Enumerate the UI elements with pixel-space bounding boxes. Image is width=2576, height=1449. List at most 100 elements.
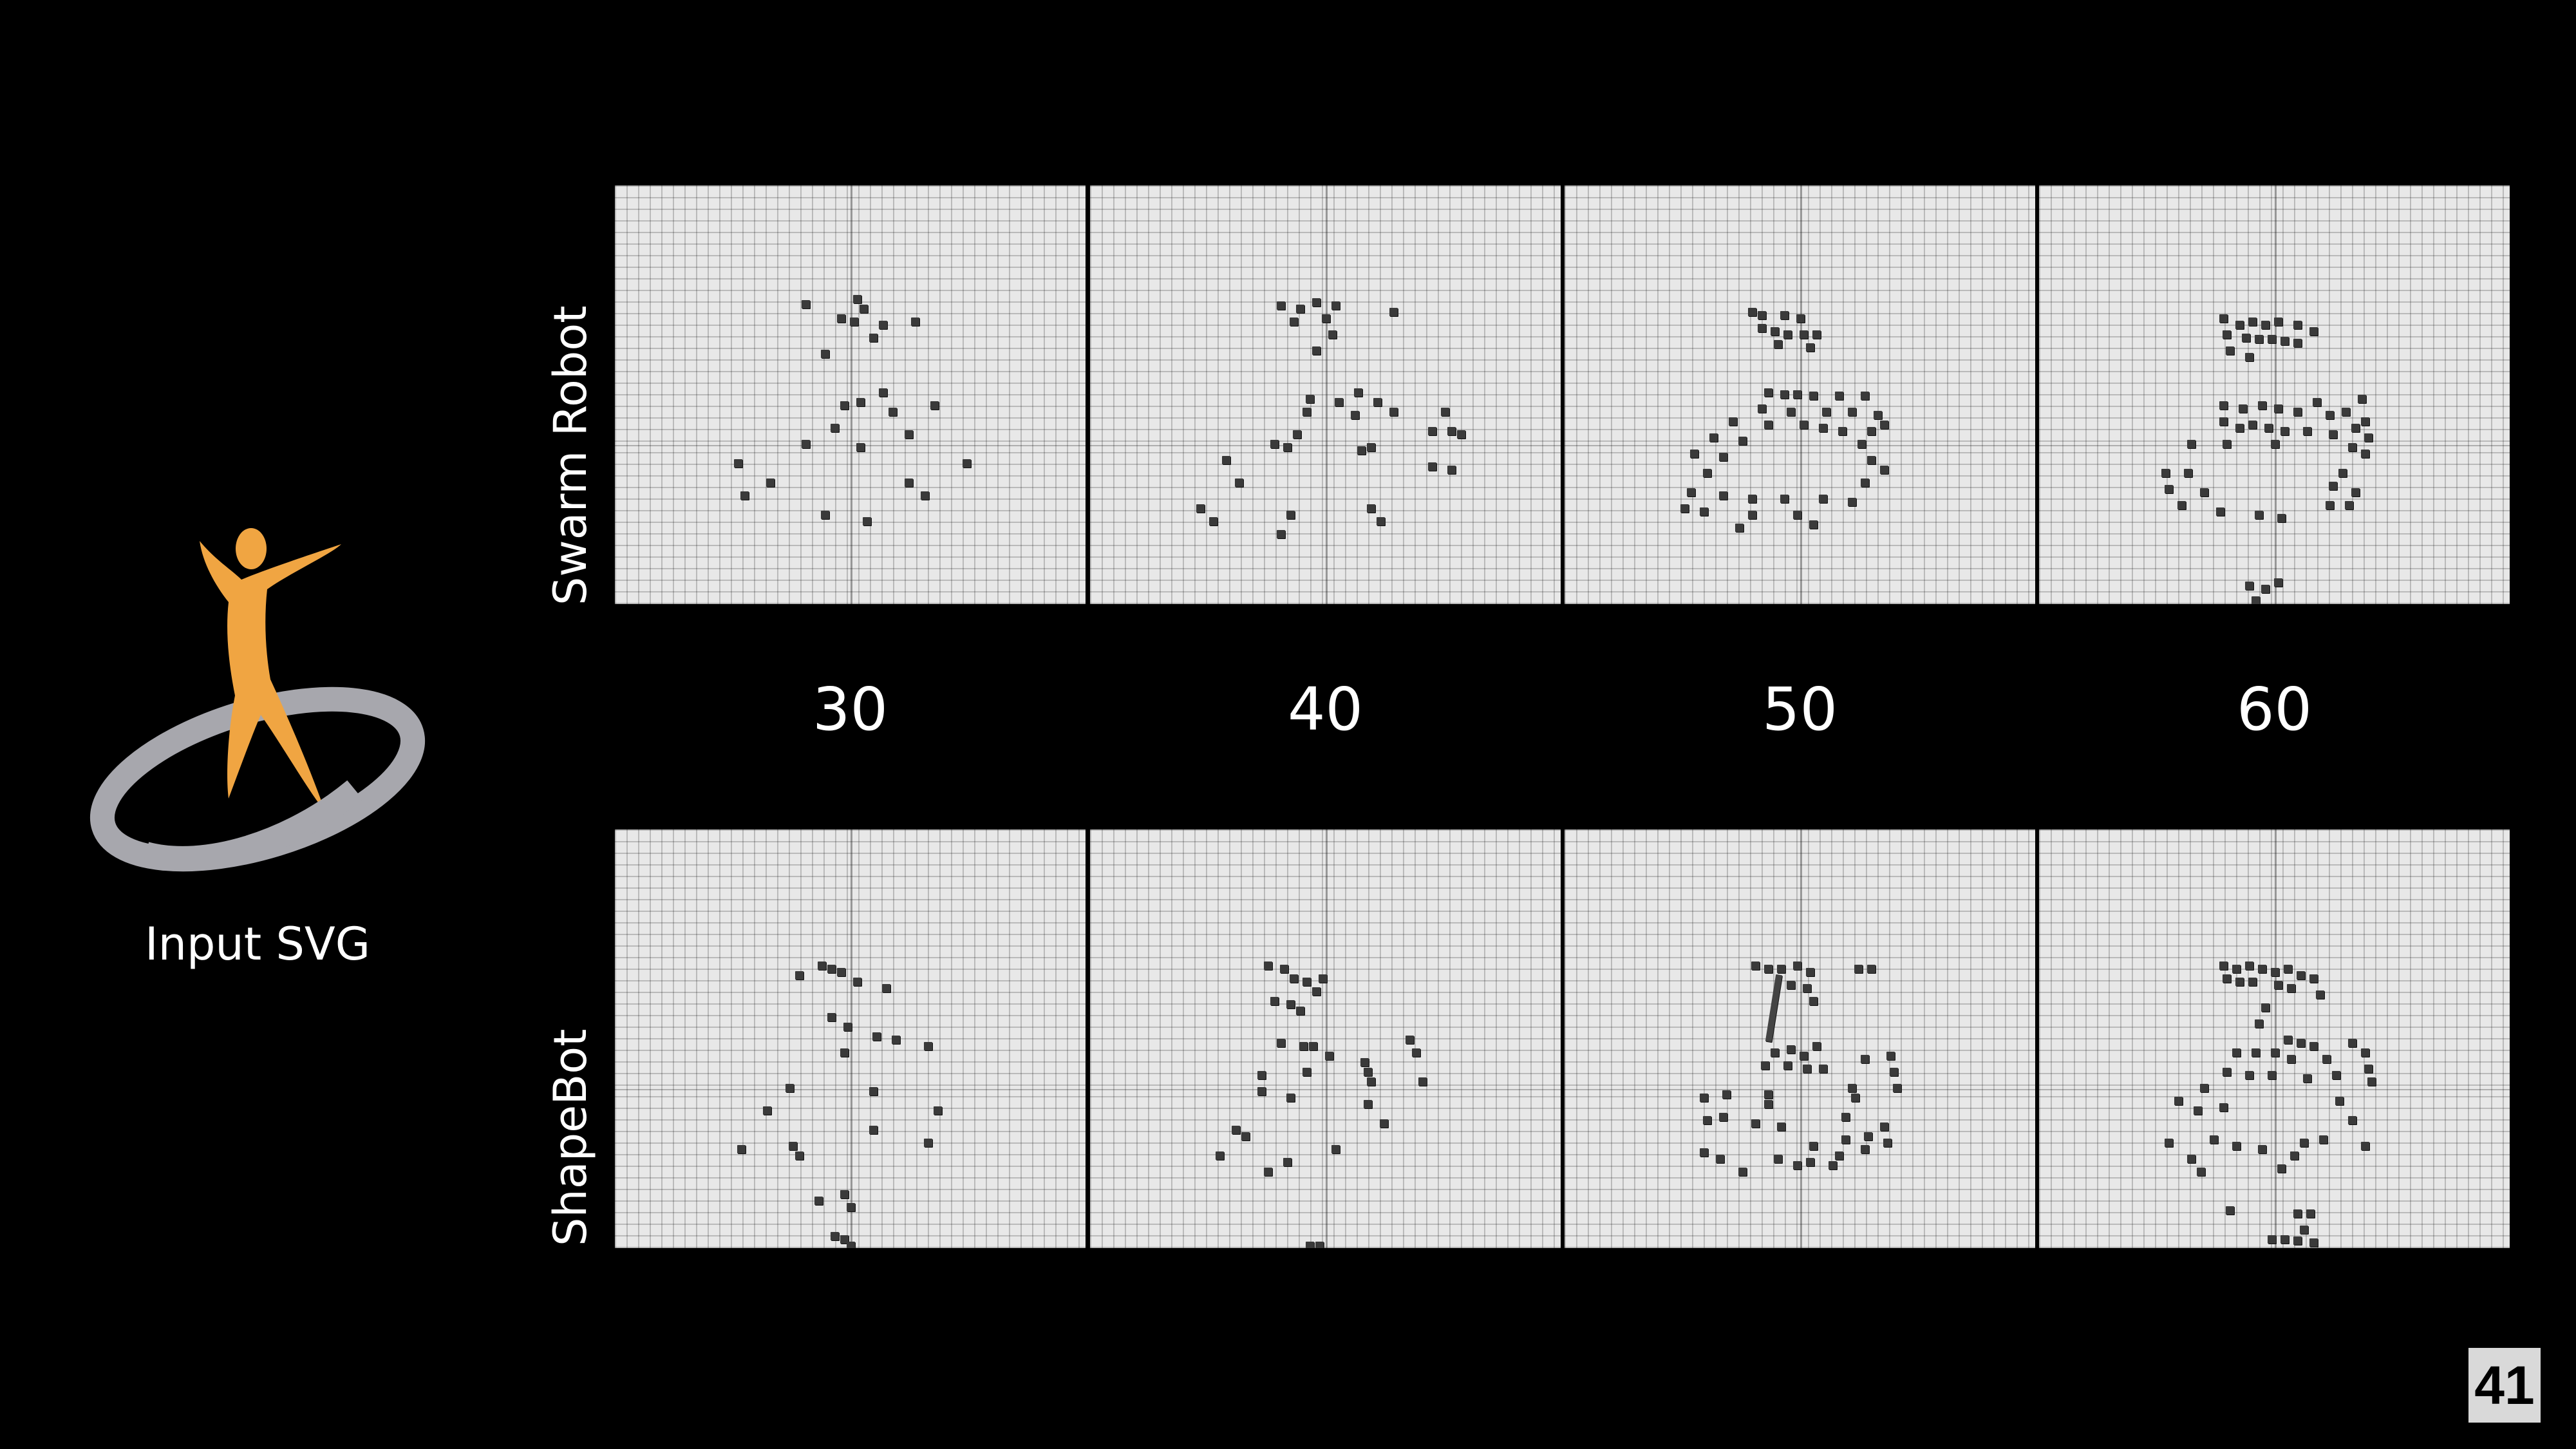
robot-marker [1328, 330, 1337, 339]
robot-marker [1235, 478, 1243, 487]
robot-marker [1848, 1084, 1856, 1092]
robot-marker [1729, 417, 1737, 426]
robot-marker [2367, 1077, 2376, 1086]
robot-marker [795, 1151, 804, 1160]
shapebot-panel-50 [1565, 829, 2035, 1248]
input-svg-figure [77, 515, 438, 902]
robot-marker [1867, 456, 1876, 464]
robot-marker [2223, 1068, 2231, 1076]
robot-marker [2235, 978, 2244, 986]
robot-marker [1373, 398, 1382, 406]
robot-marker [1764, 388, 1772, 397]
robot-marker [843, 1023, 852, 1031]
robot-marker [1280, 965, 1288, 973]
robot-marker [2313, 398, 2321, 406]
robot-marker [1835, 1151, 1843, 1160]
swarm-robot-panel-40 [1090, 185, 1561, 604]
robot-marker [1690, 450, 1698, 458]
robot-marker [863, 517, 871, 526]
robot-marker [1406, 1036, 1414, 1044]
robot-marker [1809, 1142, 1818, 1150]
robot-marker [1822, 408, 1830, 416]
robot-marker [1441, 408, 1449, 416]
robot-marker [1880, 421, 1888, 429]
robot-marker [2248, 421, 2257, 429]
robot-marker [1700, 1094, 1708, 1102]
robot-marker [2271, 968, 2279, 976]
robot-marker [2277, 514, 2286, 522]
robot-marker [2184, 469, 2192, 477]
robot-marker [1803, 1065, 1811, 1073]
row-label-shapebot: ShapeBot [544, 1028, 597, 1247]
grid-axis-line [1090, 1089, 1561, 1090]
robot-marker [1277, 1039, 1285, 1047]
robot-marker [2264, 424, 2273, 432]
robot-marker [2351, 424, 2360, 432]
robot-marker [2197, 1168, 2205, 1176]
robot-marker [1780, 390, 1789, 399]
robot-marker [1835, 392, 1843, 400]
robot-marker [1270, 440, 1279, 448]
robot-marker [1322, 314, 1330, 323]
robot-marker [888, 408, 897, 416]
robot-marker [2322, 1055, 2331, 1063]
robot-marker [1809, 520, 1818, 529]
robot-marker [1829, 1161, 1837, 1170]
robot-marker [837, 968, 845, 976]
robot-marker [1286, 1094, 1295, 1102]
robot-marker [2261, 585, 2270, 593]
robot-marker [856, 398, 865, 406]
robot-marker [1783, 330, 1792, 339]
robot-marker [924, 1139, 932, 1147]
robot-marker [821, 350, 829, 358]
robot-marker [1312, 987, 1321, 996]
robot-marker [1819, 495, 1827, 503]
robot-marker [2271, 1048, 2279, 1057]
robot-marker [1800, 330, 1808, 339]
robot-marker [1771, 327, 1779, 336]
robot-marker [2165, 1139, 2173, 1147]
grid-axis-line [1325, 185, 1328, 604]
robot-marker [1354, 388, 1362, 397]
swarm-robot-panel-50 [1565, 185, 2035, 604]
robot-marker [1748, 308, 1756, 316]
robot-marker [1283, 1158, 1292, 1166]
column-label-30: 30 [812, 675, 888, 744]
robot-marker [831, 424, 839, 432]
robot-marker [1457, 430, 1465, 439]
grid-axis-line [1565, 1089, 2035, 1090]
robot-marker [1412, 1048, 1420, 1057]
robot-marker [1793, 390, 1801, 399]
robot-marker [2239, 404, 2247, 413]
robot-marker [2287, 1055, 2295, 1063]
robot-marker [879, 321, 887, 329]
robot-marker [1874, 411, 1882, 419]
robot-marker [1812, 1042, 1821, 1050]
robot-marker [1861, 478, 1869, 487]
robot-marker [905, 430, 913, 439]
robot-marker [1857, 440, 1866, 448]
robot-marker [2309, 327, 2318, 336]
robot-marker [1771, 1048, 1779, 1057]
dancer-logo-icon [89, 528, 426, 872]
robot-marker [882, 984, 890, 992]
robot-marker [1306, 1242, 1314, 1248]
column-label-40: 40 [1287, 675, 1364, 744]
robot-marker [2338, 469, 2347, 477]
robot-marker [1389, 308, 1398, 316]
robot-marker [2329, 430, 2337, 439]
robot-marker [1209, 517, 1217, 526]
robot-marker [2326, 411, 2334, 419]
robot-marker [1716, 1155, 1724, 1163]
robot-marker [2280, 1235, 2289, 1244]
robot-marker [1748, 495, 1756, 503]
robot-marker [1302, 1068, 1311, 1076]
robot-marker [1257, 1087, 1266, 1095]
robot-marker [2219, 417, 2228, 426]
robot-marker [2345, 501, 2353, 509]
robot-marker [840, 1235, 849, 1244]
robot-marker [1848, 498, 1856, 506]
robot-marker [1800, 421, 1808, 429]
robot-marker [1764, 1090, 1772, 1099]
robot-marker [2280, 427, 2289, 435]
